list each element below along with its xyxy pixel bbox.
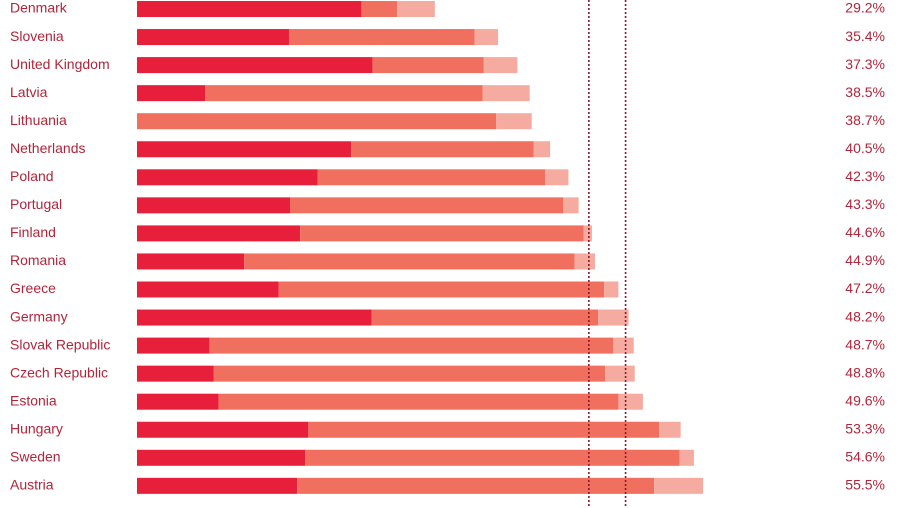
bar-segment	[613, 337, 634, 354]
country-label: Hungary	[10, 420, 63, 436]
total-label: 55.5%	[845, 477, 885, 493]
bar-segment	[137, 281, 279, 298]
country-label: Greece	[10, 280, 56, 296]
bar-segment	[137, 113, 497, 130]
bar-segment	[137, 85, 206, 102]
country-label: Austria	[10, 477, 54, 493]
country-label: Poland	[10, 168, 54, 184]
bar-segment	[397, 1, 435, 17]
bar-segment	[574, 253, 595, 270]
bar-segment	[137, 309, 372, 326]
country-label: Sweden	[10, 449, 61, 465]
bar-segment	[483, 57, 518, 74]
total-label: 40.5%	[845, 140, 885, 156]
bar-segment	[137, 449, 306, 466]
total-label: 54.6%	[845, 449, 885, 465]
bar-segment	[244, 253, 575, 270]
bar-segment	[137, 421, 309, 438]
country-label: Denmark	[10, 0, 68, 16]
bar-segment	[300, 225, 584, 242]
bar-segment	[545, 169, 569, 186]
country-label: Netherlands	[10, 140, 86, 156]
bar-segment	[496, 113, 532, 130]
country-label: Germany	[10, 308, 68, 324]
total-label: 37.3%	[845, 56, 885, 72]
bar-segment	[372, 57, 484, 74]
bar-segment	[351, 141, 534, 158]
bar-segment	[137, 197, 290, 214]
country-label: Latvia	[10, 84, 48, 100]
bar-segment	[137, 169, 318, 186]
bar-segment	[137, 393, 219, 410]
total-label: 44.6%	[845, 224, 885, 240]
total-label: 49.6%	[845, 392, 885, 408]
total-label: 35.4%	[845, 28, 885, 44]
bar-segment	[290, 197, 564, 214]
bar-segment	[482, 85, 530, 102]
total-label: 47.2%	[845, 280, 885, 296]
bar-segment	[361, 1, 398, 17]
country-label: Portugal	[10, 196, 62, 212]
total-label: 29.2%	[845, 0, 885, 16]
country-label: Slovenia	[10, 28, 64, 44]
bar-segment	[137, 365, 214, 382]
bar-segment	[679, 449, 694, 466]
bar-segment	[604, 281, 619, 298]
total-label: 42.3%	[845, 168, 885, 184]
total-label: 38.5%	[845, 84, 885, 100]
bar-segment	[209, 337, 614, 354]
country-label: Estonia	[10, 392, 57, 408]
bar-segment	[137, 337, 210, 354]
bar-segment	[533, 141, 551, 158]
bar-segment	[659, 421, 681, 438]
bar-segment	[317, 169, 545, 186]
bar-segment	[137, 225, 301, 242]
bar-segment	[583, 225, 592, 242]
bar-segment	[278, 281, 605, 298]
bar-segment	[605, 365, 635, 382]
total-label: 48.2%	[845, 308, 885, 324]
bar-segment	[137, 253, 245, 270]
total-label: 44.9%	[845, 252, 885, 268]
bar-segment	[218, 393, 619, 410]
country-label: Czech Republic	[10, 364, 108, 380]
country-label: Lithuania	[10, 112, 67, 128]
total-label: 53.3%	[845, 420, 885, 436]
bar-segment	[474, 29, 499, 46]
bar-segment	[137, 1, 362, 17]
bar-segment	[297, 477, 655, 494]
bar-segment	[618, 393, 643, 410]
bar-segment	[205, 85, 483, 102]
bar-segment	[288, 29, 475, 46]
total-label: 48.7%	[845, 336, 885, 352]
bar-segment	[371, 309, 599, 326]
bar-segment	[213, 365, 606, 382]
country-label: Slovak Republic	[10, 336, 110, 352]
bar-segment	[305, 449, 680, 466]
bar-segment	[137, 29, 289, 46]
country-label: United Kingdom	[10, 56, 110, 72]
country-label: Romania	[10, 252, 66, 268]
bar-segment	[654, 477, 704, 494]
total-label: 48.8%	[845, 364, 885, 380]
bar-segment	[137, 477, 298, 494]
total-label: 38.7%	[845, 112, 885, 128]
bar-segment	[563, 197, 579, 214]
bar-segment	[137, 141, 352, 158]
country-label: Finland	[10, 224, 56, 240]
bar-segment	[598, 309, 629, 326]
bar-segment	[137, 57, 373, 74]
bar-segment	[308, 421, 660, 438]
total-label: 43.3%	[845, 196, 885, 212]
